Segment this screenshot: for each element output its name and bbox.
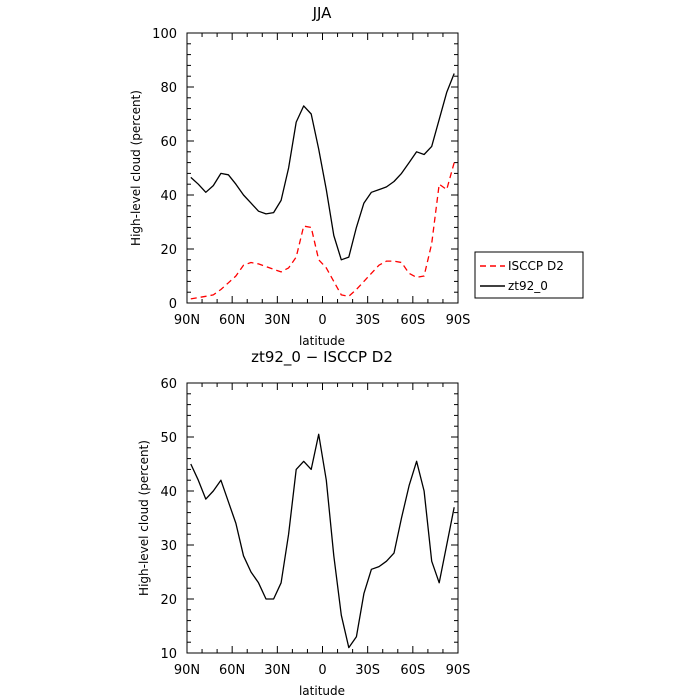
bottom-y-tick-label: 50	[160, 431, 177, 446]
bottom-x-tick-label: 90N	[174, 663, 200, 678]
top-x-tick-label: 60N	[219, 313, 245, 328]
top-y-tick-label: 100	[152, 27, 177, 42]
legend-label-isccp: ISCCP D2	[508, 259, 564, 273]
bottom-x-tick-label: 60S	[400, 663, 425, 678]
bottom-y-tick-label: 40	[160, 485, 177, 500]
bottom-x-tick-label: 60N	[219, 663, 245, 678]
bottom-y-tick-label: 20	[160, 593, 177, 608]
top-series-line-0	[190, 162, 455, 300]
bottom-chart: zt92_0 − ISCCP D2 90N 60N 30N 0 30S 60S 90S 10 2…	[137, 348, 470, 698]
legend-box	[474, 251, 584, 299]
top-tick-marks: 90N 60N 30N 0 30S 60S 90S 0 20 40 60 80 100	[152, 27, 470, 328]
top-series-line-1	[190, 73, 455, 261]
top-x-tick-label: 90S	[446, 313, 471, 328]
top-chart-title: JJA	[312, 4, 333, 22]
top-y-tick-label: 80	[160, 81, 177, 96]
top-x-tick-label: 90N	[174, 313, 200, 328]
bottom-x-tick-label: 0	[318, 663, 326, 678]
legend-label-zt92: zt92_0	[508, 279, 548, 293]
bottom-series-lines	[190, 433, 455, 649]
bottom-plot-frame	[186, 382, 459, 654]
top-x-tick-label: 30S	[355, 313, 380, 328]
top-x-tick-label: 0	[318, 313, 326, 328]
top-y-tick-label: 20	[160, 243, 177, 258]
legend: ISCCP D2 zt92_0	[474, 251, 584, 299]
bottom-x-tick-label: 30S	[355, 663, 380, 678]
top-y-axis-label: High-level cloud (percent)	[129, 90, 143, 246]
top-y-tick-label: 0	[169, 297, 177, 312]
bottom-y-tick-label: 10	[160, 647, 177, 662]
top-chart: JJA 90N 60N 30N 0 30S 60S 90S 0 20 40 60 80 100 lati…	[129, 4, 470, 348]
bottom-x-tick-label: 30N	[264, 663, 290, 678]
top-x-tick-label: 30N	[264, 313, 290, 328]
bottom-x-tick-label: 90S	[446, 663, 471, 678]
top-y-tick-label: 60	[160, 135, 177, 150]
top-x-tick-label: 60S	[400, 313, 425, 328]
bottom-series-line-0	[190, 433, 455, 649]
bottom-tick-marks: 90N 60N 30N 0 30S 60S 90S 10 20 30 40 50 60	[160, 377, 470, 678]
bottom-y-tick-label: 60	[160, 377, 177, 392]
top-y-tick-label: 40	[160, 189, 177, 204]
top-x-axis-label: latitude	[299, 334, 345, 348]
bottom-y-axis-label: High-level cloud (percent)	[137, 440, 151, 596]
bottom-x-axis-label: latitude	[299, 684, 345, 698]
bottom-chart-title: zt92_0 − ISCCP D2	[251, 348, 393, 367]
bottom-y-tick-label: 30	[160, 539, 177, 554]
top-series-lines	[190, 73, 455, 300]
